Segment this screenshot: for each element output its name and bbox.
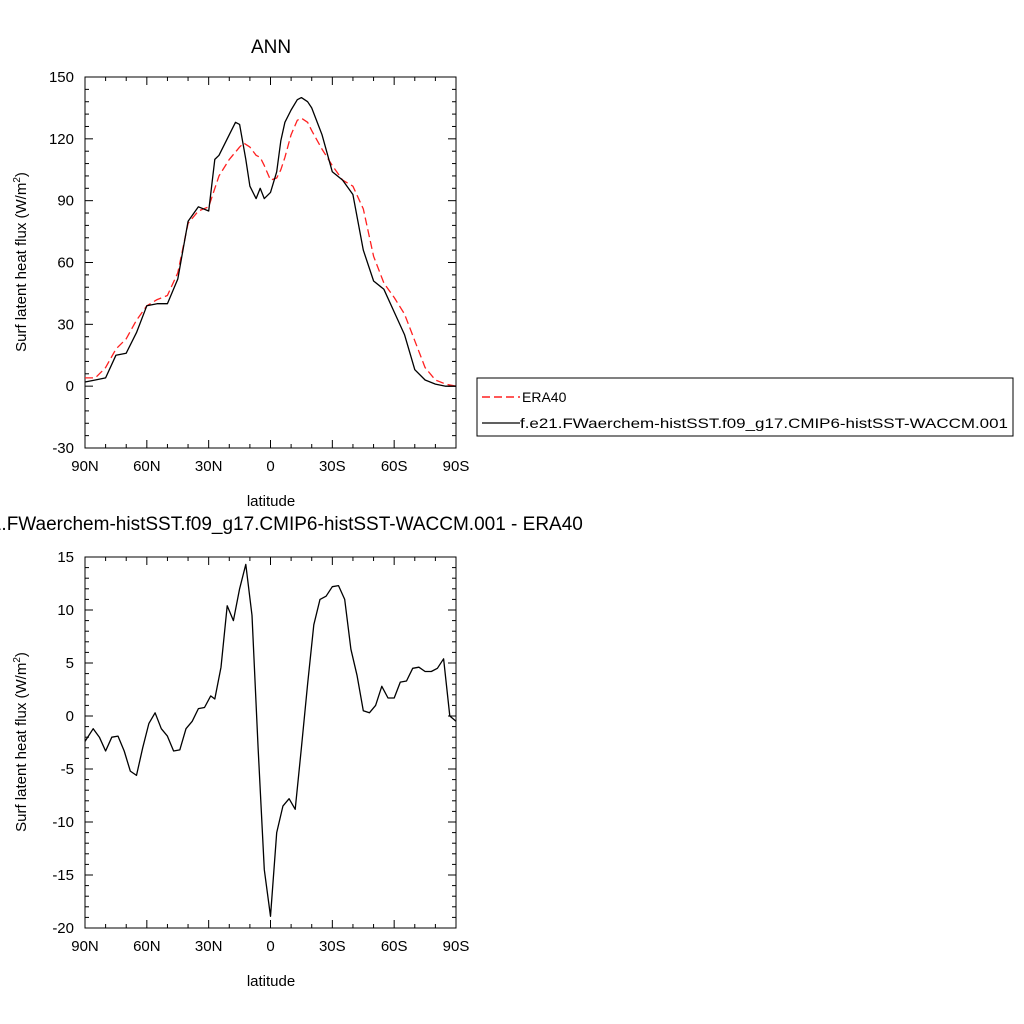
x-tick-label: 90S (443, 938, 470, 955)
x-tick-label: 30S (319, 938, 346, 955)
chart-title-diff: f.e21.FWaerchem-histSST.f09_g17.CMIP6-hi… (0, 514, 583, 535)
x-tick-label: 60S (381, 458, 408, 475)
x-tick-label: 60N (133, 458, 161, 475)
legend-label-model: f.e21.FWaerchem-histSST.f09_g17.CMIP6-hi… (520, 415, 1008, 431)
legend-label-era40: ERA40 (522, 389, 567, 405)
x-tick-label: 30N (195, 458, 223, 475)
x-tick-label: 0 (266, 938, 274, 955)
chart-top: ANN 90N 60N 30N 0 30S 60S 90S -30 0 30 60 90 120 150… (12, 37, 469, 510)
y-axis-label: Surf latent heat flux (W/m2) (12, 172, 30, 352)
y-tick-label: 10 (57, 602, 74, 619)
x-axis-label: latitude (247, 973, 295, 990)
y-tick-label: -5 (61, 761, 74, 778)
x-tick-label: 90N (71, 458, 99, 475)
y-tick-label: 150 (49, 69, 74, 86)
axis-ticks (84, 556, 457, 929)
series-line-model (84, 96, 456, 387)
y-tick-label: 5 (66, 655, 74, 672)
series-lines (84, 563, 457, 917)
x-tick-labels: 90N 60N 30N 0 30S 60S 90S (71, 458, 469, 475)
y-tick-label: 60 (57, 255, 74, 272)
x-tick-label: 90N (71, 938, 99, 955)
plot-frame (84, 76, 457, 449)
y-tick-label: 0 (66, 708, 74, 725)
y-tick-label: -10 (52, 814, 74, 831)
series-line-difference (84, 563, 457, 917)
y-tick-label: 15 (57, 549, 74, 566)
y-tick-label: -30 (52, 440, 74, 457)
axis-ticks (84, 76, 457, 449)
x-tick-label: 90S (443, 458, 470, 475)
chart-title: ANN (251, 37, 291, 58)
x-axis-label: latitude (247, 493, 295, 510)
y-tick-label: 30 (57, 316, 74, 333)
y-tick-label: 90 (57, 193, 74, 210)
legend-box (476, 377, 1014, 437)
legend: ERA40 f.e21.FWaerchem-histSST.f09_g17.CM… (476, 377, 1014, 437)
y-tick-label: 120 (49, 131, 74, 148)
y-tick-label: 0 (66, 378, 74, 395)
chart-bottom: f.e21.FWaerchem-histSST.f09_g17.CMIP6-hi… (0, 514, 583, 990)
x-tick-label: 60N (133, 938, 161, 955)
x-tick-label: 60S (381, 938, 408, 955)
y-tick-labels: -30 0 30 60 90 120 150 (49, 69, 74, 457)
x-tick-label: 0 (266, 458, 274, 475)
x-tick-labels: 90N 60N 30N 0 30S 60S 90S (71, 938, 469, 955)
y-axis-label: Surf latent heat flux (W/m2) (12, 652, 30, 832)
plot-frame (84, 556, 457, 929)
series-line-era40 (85, 117, 457, 387)
series-lines (84, 96, 457, 387)
x-tick-label: 30S (319, 458, 346, 475)
y-tick-labels: -20 -15 -10 -5 0 5 10 15 (52, 549, 74, 937)
x-tick-label: 30N (195, 938, 223, 955)
y-tick-label: -20 (52, 920, 74, 937)
y-tick-label: -15 (52, 867, 74, 884)
